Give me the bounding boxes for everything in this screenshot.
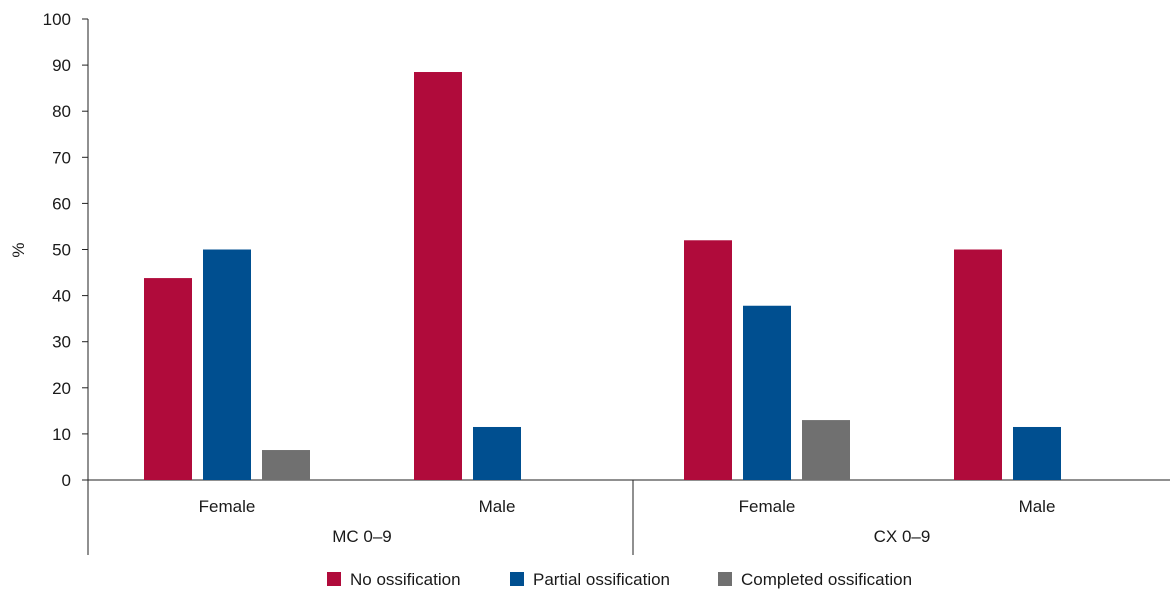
y-tick-label: 0 — [62, 471, 71, 490]
bar-no-ossification — [954, 250, 1002, 481]
legend: No ossification Partial ossification Compl… — [327, 570, 912, 589]
y-tick-label: 90 — [52, 56, 71, 75]
x-category-label: Female — [739, 497, 796, 516]
y-tick-label: 100 — [43, 10, 71, 29]
bar-no-ossification — [414, 72, 462, 480]
x-category-label: Male — [1019, 497, 1056, 516]
y-tick-label: 80 — [52, 102, 71, 121]
y-tick-label: 50 — [52, 241, 71, 260]
bar-partial-ossification — [203, 250, 251, 481]
legend-label: Completed ossification — [741, 570, 912, 589]
y-tick-label: 10 — [52, 425, 71, 444]
y-tick-label: 30 — [52, 333, 71, 352]
legend-swatch — [327, 572, 341, 586]
y-tick-label: 20 — [52, 379, 71, 398]
bars — [144, 72, 1061, 480]
legend-label: Partial ossification — [533, 570, 670, 589]
y-tick-label: 40 — [52, 287, 71, 306]
y-tick-label: 60 — [52, 194, 71, 213]
x-category-label: Male — [479, 497, 516, 516]
legend-label: No ossification — [350, 570, 461, 589]
legend-swatch — [510, 572, 524, 586]
legend-swatch — [718, 572, 732, 586]
bar-completed-ossification — [262, 450, 310, 480]
x-group-label: CX 0–9 — [874, 527, 931, 546]
x-group-label: MC 0–9 — [332, 527, 392, 546]
bar-partial-ossification — [1013, 427, 1061, 480]
bar-no-ossification — [144, 278, 192, 480]
y-axis-title: % — [9, 242, 28, 257]
bar-partial-ossification — [473, 427, 521, 480]
bar-no-ossification — [684, 240, 732, 480]
bar-completed-ossification — [802, 420, 850, 480]
y-tick-label: 70 — [52, 148, 71, 167]
bar-partial-ossification — [743, 306, 791, 480]
x-category-label: Female — [199, 497, 256, 516]
